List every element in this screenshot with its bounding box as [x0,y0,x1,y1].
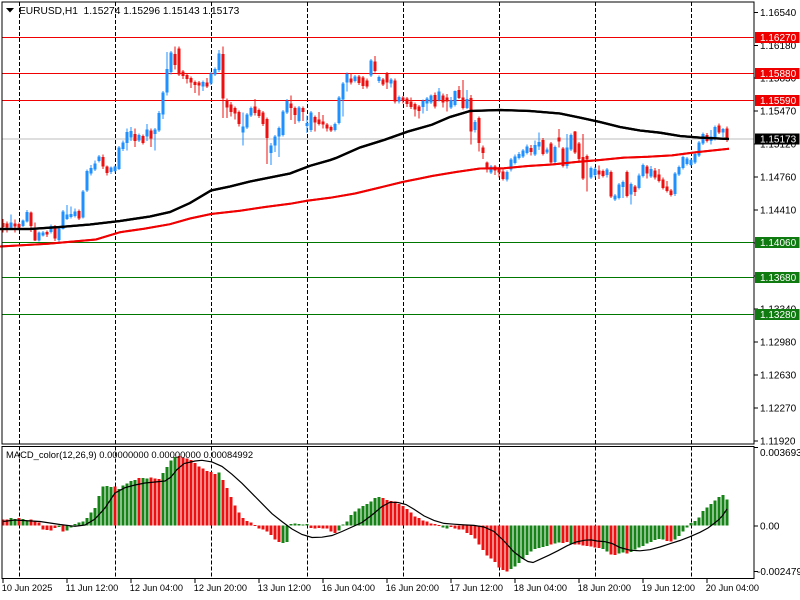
svg-text:1.11920: 1.11920 [760,436,796,447]
svg-text:20 Jun 04:00: 20 Jun 04:00 [706,583,759,593]
svg-text:1.14410: 1.14410 [760,206,797,217]
svg-text:1.15590: 1.15590 [760,96,797,107]
svg-text:16 Jun 04:00: 16 Jun 04:00 [322,583,375,593]
svg-text:18 Jun 20:00: 18 Jun 20:00 [578,583,631,593]
svg-text:10 Jun 2025: 10 Jun 2025 [2,583,53,593]
svg-text:0.00: 0.00 [760,522,780,533]
svg-text:11 Jun 12:00: 11 Jun 12:00 [66,583,118,593]
svg-text:1.16180: 1.16180 [760,41,797,52]
svg-text:1.13680: 1.13680 [760,273,797,284]
svg-text:1.12980: 1.12980 [760,338,797,349]
svg-text:0.0036939: 0.0036939 [760,448,800,459]
svg-text:1.12270: 1.12270 [760,403,797,414]
svg-text:1.12630: 1.12630 [760,370,797,381]
svg-text:16 Jun 20:00: 16 Jun 20:00 [386,583,439,593]
svg-text:12 Jun 04:00: 12 Jun 04:00 [130,583,183,593]
svg-text:-0.0024795: -0.0024795 [757,567,800,578]
svg-text:1.16540: 1.16540 [760,8,797,19]
svg-text:1.13280: 1.13280 [760,310,797,321]
svg-text:1.16270: 1.16270 [760,33,797,44]
svg-text:1.15830: 1.15830 [760,74,797,85]
svg-text:19 Jun 12:00: 19 Jun 12:00 [642,583,695,593]
svg-text:MACD_color(12,26,9) 0.00000000: MACD_color(12,26,9) 0.00000000 0.0000000… [6,449,253,460]
svg-text:12 Jun 20:00: 12 Jun 20:00 [194,583,247,593]
svg-text:1.15120: 1.15120 [760,140,797,151]
svg-text:1.15173: 1.15173 [760,135,797,146]
svg-text:13 Jun 12:00: 13 Jun 12:00 [258,583,311,593]
svg-text:1.14060: 1.14060 [760,238,797,249]
svg-text:1.14760: 1.14760 [760,173,797,184]
svg-text:EURUSD,H1 1.15274 1.15296 1.1: EURUSD,H1 1.15274 1.15296 1.15143 1.1517… [19,6,240,17]
svg-text:1.15880: 1.15880 [760,69,797,80]
svg-text:17 Jun 12:00: 17 Jun 12:00 [450,583,503,593]
svg-text:1.15470: 1.15470 [760,107,797,118]
svg-text:18 Jun 04:00: 18 Jun 04:00 [514,583,567,593]
